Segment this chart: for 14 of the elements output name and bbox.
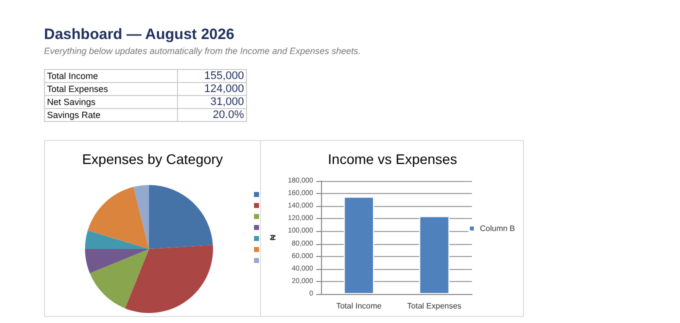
text: Everything below updates automatically from the Income and Expenses sheets. <box>44 46 362 56</box>
legend-label: Column B <box>480 224 515 233</box>
text: 155,000 <box>178 70 246 82</box>
text: Total Expenses <box>44 82 178 96</box>
y-axis-title: ₦ <box>268 234 278 240</box>
text: 124,000 <box>178 82 246 96</box>
chart-title: Expenses by Category <box>82 151 223 167</box>
chart-title: Income vs Expenses <box>328 151 458 167</box>
text: Savings Rate <box>44 108 178 122</box>
text: Total Income <box>44 70 178 82</box>
text: Net Savings <box>44 96 178 108</box>
text: 20.0% <box>178 108 246 122</box>
text: Dashboard — August 2026 <box>44 26 236 43</box>
text: 31,000 <box>178 96 246 108</box>
